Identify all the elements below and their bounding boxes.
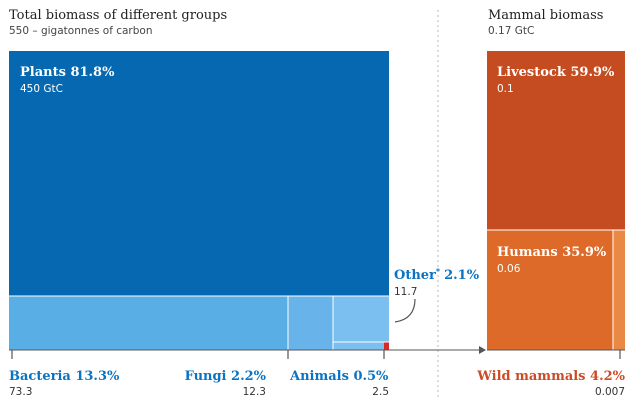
humans-value: 0.06 — [497, 263, 521, 275]
animals-arrow-head — [479, 346, 486, 354]
humans-label: Humans 35.9% — [497, 245, 607, 260]
plants-label: Plants 81.8% — [20, 65, 115, 80]
left-chart-title: Total biomass of different groups — [9, 8, 227, 23]
livestock-label: Livestock 59.9% — [497, 65, 615, 80]
fungi-segment — [288, 296, 333, 350]
right-chart-subtitle: 0.17 GtC — [488, 25, 534, 37]
plants-value: 450 GtC — [20, 83, 63, 95]
left-chart-subtitle: 550 – gigatonnes of carbon — [9, 25, 153, 37]
animals-segment — [384, 342, 389, 350]
bacteria-value: 73.3 — [9, 386, 32, 398]
right-treemap-separators — [487, 229, 625, 350]
livestock-value: 0.1 — [497, 83, 514, 95]
other-segment — [333, 296, 389, 342]
other-lower-strip — [333, 342, 384, 350]
left-treemap-separators — [9, 295, 389, 350]
animals-label: Animals 0.5% — [289, 369, 389, 384]
animals-value: 2.5 — [372, 386, 389, 398]
bacteria-label: Bacteria 13.3% — [9, 369, 120, 384]
fungi-label: Fungi 2.2% — [185, 369, 267, 384]
wild-mammals-segment — [613, 230, 625, 350]
wild-mammals-value: 0.007 — [595, 386, 625, 398]
fungi-value: 12.3 — [243, 386, 266, 398]
bacteria-segment — [9, 296, 288, 350]
other-leader-line — [394, 298, 416, 323]
other-percent: 2.1% — [444, 268, 480, 283]
livestock-segment — [487, 51, 625, 230]
other-label: Other* 2.1% — [394, 266, 480, 283]
wild-mammals-label: Wild mammals 4.2% — [476, 369, 625, 384]
right-chart-title: Mammal biomass — [488, 8, 603, 23]
other-value: 11.7 — [394, 286, 417, 298]
plants-segment — [9, 51, 389, 296]
other-asterisk: * — [436, 266, 441, 276]
humans-segment — [487, 230, 613, 350]
other-label-text: Other — [394, 268, 436, 283]
